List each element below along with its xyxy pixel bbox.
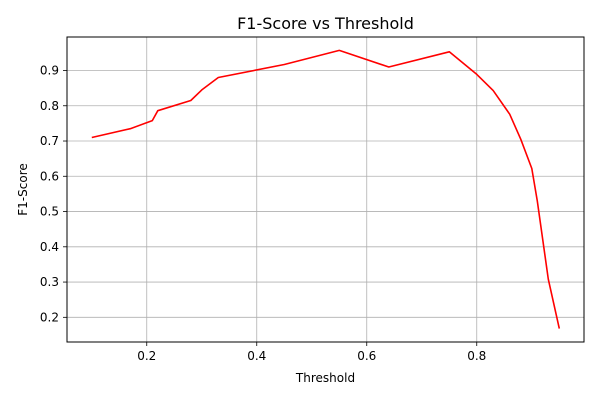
y-axis-label: F1-Score [16,163,30,215]
y-tick-label: 0.2 [40,310,59,324]
chart-title: F1-Score vs Threshold [237,14,414,33]
y-tick-label: 0.8 [40,99,59,113]
y-tick-label: 0.5 [40,205,59,219]
y-tick-label: 0.4 [40,240,59,254]
y-tick-label: 0.3 [40,275,59,289]
y-axis-ticks: 0.2 0.3 0.4 0.5 0.6 0.7 0.8 0.9 [40,63,67,324]
f1-score-line [91,49,561,329]
plot-area-frame [66,36,585,343]
x-tick-label: 0.4 [247,349,266,363]
x-axis-ticks: 0.2 0.4 0.6 0.8 [137,342,486,363]
x-axis-label: Threshold [295,371,355,385]
x-tick-label: 0.8 [467,349,486,363]
series-group [91,49,561,329]
y-tick-label: 0.9 [40,63,59,77]
y-tick-label: 0.6 [40,169,59,183]
y-tick-label: 0.7 [40,134,59,148]
x-tick-label: 0.2 [137,349,156,363]
grid-lines [67,37,584,342]
x-tick-label: 0.6 [357,349,376,363]
